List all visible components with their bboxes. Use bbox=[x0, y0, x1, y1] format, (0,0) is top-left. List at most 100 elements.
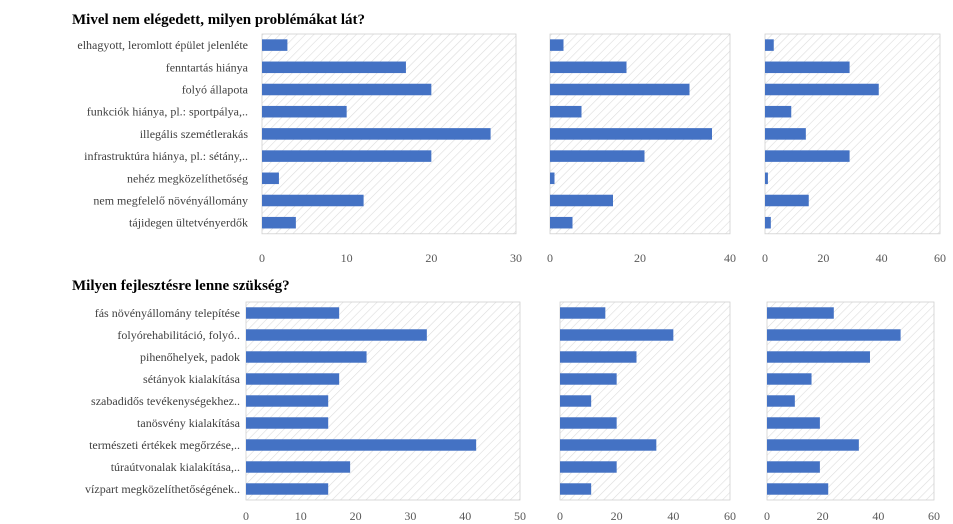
category-label: folyó állapota bbox=[182, 83, 249, 97]
bar bbox=[560, 373, 617, 385]
category-label: fás növényállomány telepítése bbox=[95, 306, 240, 320]
category-label: tájidegen ültetvényerdők bbox=[129, 216, 248, 230]
bar bbox=[262, 216, 296, 229]
bar bbox=[550, 105, 582, 118]
x-tick-label: 60 bbox=[724, 509, 736, 523]
bar bbox=[767, 329, 901, 341]
bar bbox=[765, 128, 806, 140]
category-label: tanösvény kialakítása bbox=[137, 416, 241, 430]
bar bbox=[246, 439, 477, 451]
category-label: természeti értékek megőrzése,.. bbox=[89, 438, 240, 452]
bar bbox=[550, 39, 564, 51]
bar bbox=[246, 373, 340, 385]
bar bbox=[765, 194, 809, 207]
bar bbox=[765, 39, 774, 51]
bar bbox=[550, 83, 690, 96]
bar bbox=[262, 128, 491, 140]
bar bbox=[550, 172, 555, 185]
x-tick-label: 0 bbox=[547, 251, 553, 265]
x-tick-label: 40 bbox=[667, 509, 679, 523]
bar bbox=[560, 351, 637, 363]
bar bbox=[765, 216, 771, 229]
section-title-problems: Mivel nem elégedett, milyen problémákat … bbox=[72, 12, 365, 28]
category-label: fenntartás hiánya bbox=[166, 60, 249, 74]
x-tick-label: 40 bbox=[872, 509, 884, 523]
x-tick-label: 20 bbox=[817, 251, 829, 265]
bar bbox=[767, 307, 834, 319]
x-tick-label: 10 bbox=[295, 509, 307, 523]
category-label: elhagyott, leromlott épület jelenléte bbox=[77, 38, 248, 52]
bar bbox=[765, 61, 850, 74]
category-label: nem megfelelő növényállomány bbox=[93, 194, 248, 208]
x-tick-label: 40 bbox=[724, 251, 736, 265]
bar-chart-panel: 0 20 40 60 bbox=[764, 301, 940, 523]
bar bbox=[246, 329, 427, 341]
x-tick-label: 40 bbox=[876, 251, 888, 265]
x-tick-label: 10 bbox=[341, 251, 353, 265]
x-tick-label: 20 bbox=[817, 509, 829, 523]
bar bbox=[246, 351, 367, 363]
bar bbox=[560, 329, 674, 341]
bar bbox=[246, 483, 329, 495]
bar bbox=[560, 417, 617, 429]
bar bbox=[262, 172, 279, 185]
bar-chart-panel: 0 20 40 bbox=[547, 33, 736, 265]
category-label: nehéz megközelíthetőség bbox=[127, 171, 248, 185]
bar bbox=[246, 395, 329, 407]
bar bbox=[767, 395, 795, 407]
bar bbox=[765, 83, 879, 96]
section-title-developments: Milyen fejlesztésre lenne szükség? bbox=[72, 278, 290, 294]
bar-chart-panel: 0 20 40 60 bbox=[557, 301, 736, 523]
bar bbox=[560, 395, 592, 407]
x-tick-label: 20 bbox=[350, 509, 362, 523]
x-tick-label: 0 bbox=[764, 509, 770, 523]
bar bbox=[262, 194, 364, 207]
category-label: funkciók hiánya, pl.: sportpálya,.. bbox=[87, 105, 248, 119]
bar-chart-panel: 0 10 20 30 40 50 bbox=[243, 301, 526, 523]
category-label: vízpart megközelíthetőségének.. bbox=[85, 482, 240, 496]
bar bbox=[262, 105, 347, 118]
x-tick-label: 30 bbox=[404, 509, 416, 523]
bar bbox=[767, 351, 870, 363]
bar bbox=[767, 373, 812, 385]
bar bbox=[767, 483, 829, 495]
bar bbox=[246, 417, 329, 429]
bar bbox=[560, 307, 606, 319]
bar bbox=[550, 150, 645, 162]
bar bbox=[262, 83, 432, 96]
x-tick-label: 20 bbox=[425, 251, 437, 265]
x-tick-label: 30 bbox=[510, 251, 522, 265]
bar bbox=[262, 150, 432, 162]
x-tick-label: 0 bbox=[259, 251, 265, 265]
bar bbox=[550, 216, 573, 229]
category-label: illegális szemétlerakás bbox=[140, 127, 249, 141]
bar bbox=[767, 461, 820, 473]
bar bbox=[767, 439, 859, 451]
x-tick-label: 20 bbox=[634, 251, 646, 265]
category-label: sétányok kialakítása bbox=[143, 372, 241, 386]
bar bbox=[550, 61, 627, 74]
bar-chart-panel: 0 10 20 30 bbox=[259, 33, 522, 265]
bar bbox=[765, 150, 850, 162]
category-label: szabadidős tevékenységekhez.. bbox=[91, 394, 240, 408]
bar bbox=[765, 172, 768, 185]
bar bbox=[560, 439, 657, 451]
bar bbox=[262, 61, 406, 74]
category-label: túraútvonalak kialakítása,.. bbox=[111, 460, 240, 474]
bar bbox=[560, 461, 617, 473]
bar bbox=[550, 128, 712, 140]
x-tick-label: 40 bbox=[459, 509, 471, 523]
x-tick-label: 0 bbox=[557, 509, 563, 523]
x-tick-label: 20 bbox=[611, 509, 623, 523]
x-tick-label: 50 bbox=[514, 509, 526, 523]
bar bbox=[560, 483, 592, 495]
category-label: infrastruktúra hiánya, pl.: sétány,.. bbox=[84, 149, 248, 163]
bar bbox=[262, 39, 288, 51]
charts-layer: elhagyott, leromlott épület jelenléte fen… bbox=[77, 33, 946, 523]
x-tick-label: 60 bbox=[928, 509, 940, 523]
bar bbox=[246, 461, 351, 473]
x-tick-label: 0 bbox=[762, 251, 768, 265]
bar-chart-panel: 0 20 40 60 bbox=[762, 33, 946, 265]
bar bbox=[767, 417, 820, 429]
